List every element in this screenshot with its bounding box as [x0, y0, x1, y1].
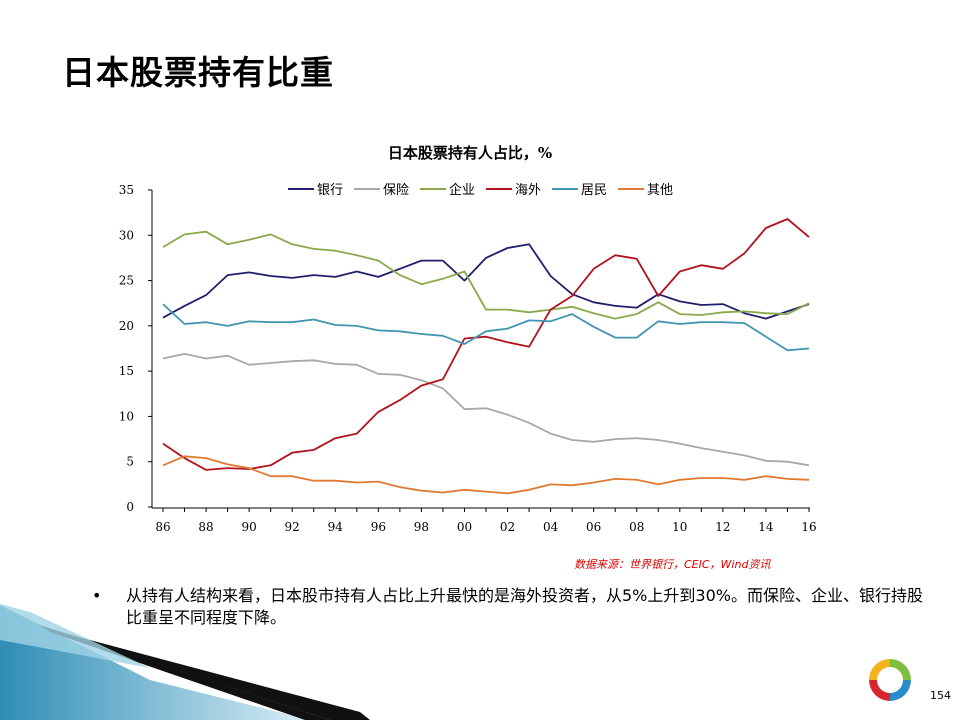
chart-title: 日本股票持有人占比，% [388, 144, 552, 162]
company-logo-icon [869, 659, 911, 701]
series-line-企业 [162, 230, 810, 320]
legend-label: 其他 [647, 183, 673, 198]
slide-title: 日本股票持有比重 [62, 53, 334, 92]
chart-ticks: 0 5 10 15 20 25 30 35 86 88 90 92 94 96 98 00 02 04 06 08 10… [119, 183, 817, 534]
series-line-保险 [162, 352, 810, 467]
x-tick-label: 90 [241, 520, 256, 534]
chart-axes [151, 190, 810, 509]
chart-legend: 银行 保险 企业 海外 居民 其他 [288, 182, 673, 198]
x-tick-label: 12 [715, 520, 730, 534]
bullet-icon: • [92, 586, 102, 605]
x-tick-label: 06 [586, 520, 601, 534]
legend-label: 银行 [317, 183, 343, 198]
legend-label: 企业 [449, 182, 475, 198]
x-tick-label: 86 [155, 520, 170, 534]
x-tick-label: 96 [371, 520, 386, 534]
x-tick-label: 00 [457, 520, 472, 534]
series-line-银行 [162, 243, 810, 320]
legend-label: 保险 [383, 183, 409, 198]
legend-item-银行: 银行 [288, 183, 343, 198]
x-tick-label: 14 [758, 520, 774, 534]
x-tick-label: 08 [629, 520, 644, 534]
y-tick-label: 35 [119, 183, 134, 197]
y-tick-label: 15 [119, 364, 134, 378]
legend-item-保险: 保险 [354, 183, 409, 198]
x-tick-label: 92 [285, 520, 300, 534]
y-tick-label: 25 [119, 274, 134, 288]
y-tick-label: 30 [119, 228, 134, 242]
legend-item-其他: 其他 [618, 183, 673, 198]
legend-item-居民: 居民 [552, 183, 607, 198]
chart-series [162, 218, 810, 495]
page-number: 154 [930, 689, 951, 702]
series-line-其他 [162, 455, 810, 495]
x-tick-label: 98 [414, 520, 429, 534]
y-tick-label: 0 [126, 500, 134, 514]
legend-label: 居民 [581, 183, 607, 198]
legend-item-海外: 海外 [486, 183, 541, 198]
series-line-海外 [162, 218, 810, 471]
x-tick-label: 88 [198, 520, 213, 534]
x-tick-label: 10 [672, 520, 687, 534]
line-chart: 日本股票持有人占比，% 银行 保险 企业 海外 居民 其他 0 5 10 15 20 25 30 35 8… [119, 144, 817, 534]
x-tick-label: 94 [328, 520, 344, 534]
legend-item-企业: 企业 [420, 182, 475, 198]
bullet-text: 从持有人结构来看，日本股市持有人占比上升最快的是海外投资者，从5%上升到30%。… [126, 586, 923, 627]
x-tick-label: 02 [500, 520, 515, 534]
y-tick-label: 20 [119, 319, 134, 333]
y-tick-label: 5 [126, 455, 134, 469]
y-tick-label: 10 [119, 409, 134, 423]
x-tick-label: 16 [801, 520, 816, 534]
legend-label: 海外 [515, 183, 541, 198]
x-tick-label: 04 [543, 520, 559, 534]
data-source-note: 数据来源：世界银行，CEIC，Wind资讯 [574, 558, 771, 571]
series-line-居民 [162, 303, 810, 352]
